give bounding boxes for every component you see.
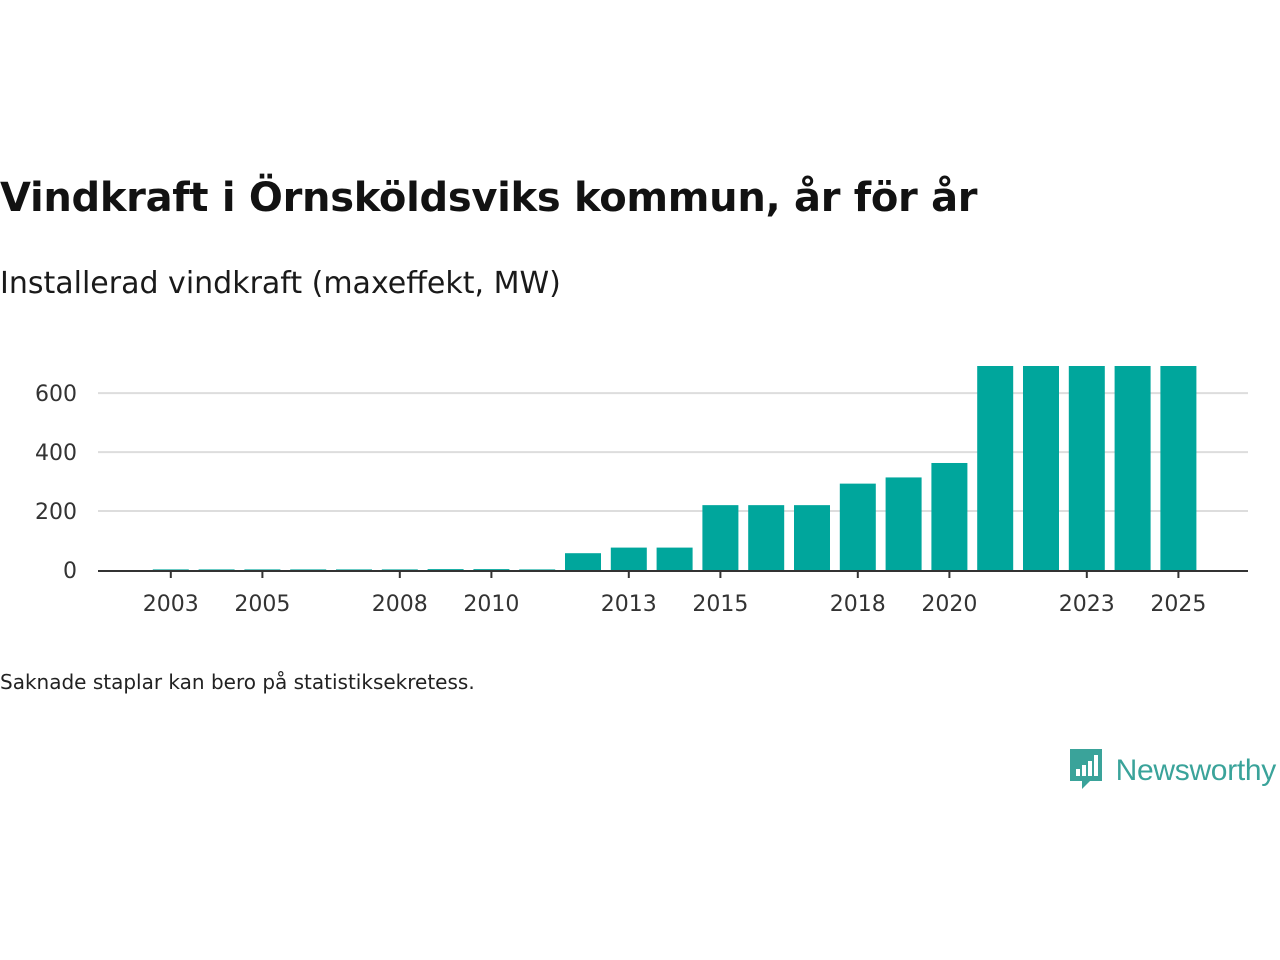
x-tick-label: 2023: [1059, 592, 1115, 617]
x-tick-label: 2010: [463, 592, 519, 617]
bar-2024: [1114, 366, 1151, 570]
bar-2023: [1068, 366, 1105, 570]
bar-2020: [931, 462, 968, 570]
bar-2004: [198, 569, 235, 570]
bar-2014: [656, 547, 693, 570]
footnote: Saknade staplar kan bero på statistiksek…: [0, 670, 475, 694]
bar-2013: [610, 547, 647, 570]
x-tick-label: 2013: [601, 592, 657, 617]
bar-chart: 0 200 400 600 2003 2005 2008 2010 2013 2015 2018 2…: [0, 330, 1280, 630]
x-tick-label: 2018: [830, 592, 886, 617]
bar-2005: [244, 569, 281, 570]
y-tick-label: 600: [35, 382, 77, 407]
x-tick-label: 2025: [1150, 592, 1206, 617]
bar-2003: [152, 569, 189, 570]
x-tick-label: 2008: [372, 592, 428, 617]
y-tick-label: 0: [63, 559, 77, 584]
bar-2011: [519, 569, 556, 570]
bar-2016: [748, 505, 785, 570]
x-tick-label: 2020: [921, 592, 977, 617]
x-tick-label: 2003: [143, 592, 199, 617]
y-tick-label: 200: [35, 500, 77, 525]
bar-2022: [1023, 366, 1059, 570]
y-tick-label: 400: [35, 441, 77, 466]
bar-2008: [381, 569, 418, 570]
bar-2021: [977, 366, 1014, 570]
y-axis-labels: 0 200 400 600: [35, 382, 77, 584]
bar-2012: [565, 553, 601, 570]
bar-2025: [1160, 366, 1197, 570]
x-tick-label: 2015: [692, 592, 748, 617]
bars: [152, 366, 1197, 570]
x-tick-label: 2005: [234, 592, 290, 617]
bar-2009: [427, 569, 464, 570]
bar-2007: [336, 569, 372, 570]
bar-chart-speech-bubble-icon: [1068, 747, 1104, 795]
bar-2015: [702, 505, 739, 570]
newsworthy-logo: Newsworthy: [1068, 748, 1276, 794]
brand-name: Newsworthy: [1115, 754, 1277, 787]
bar-2010: [473, 569, 510, 570]
bar-2017: [794, 505, 830, 570]
chart-title: Vindkraft i Örnsköldsviks kommun, år för…: [0, 175, 978, 221]
bar-2006: [290, 569, 327, 570]
x-axis: [98, 570, 1248, 578]
chart-subtitle: Installerad vindkraft (maxeffekt, MW): [0, 266, 561, 301]
bar-2018: [839, 483, 876, 570]
bar-2019: [885, 477, 922, 570]
x-axis-labels: 2003 2005 2008 2010 2013 2015 2018 2020 2023 2025: [143, 592, 1207, 617]
